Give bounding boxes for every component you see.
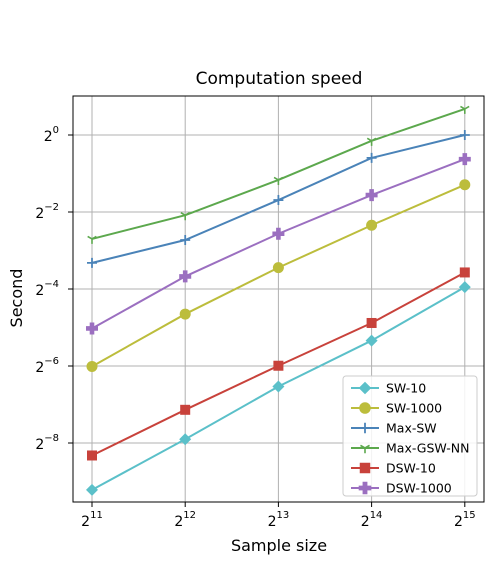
legend-item: SW-10 [351, 381, 426, 396]
data-point [459, 179, 471, 191]
x-tick-label: 212 [174, 510, 196, 530]
legend: SW-10 SW-1000 Max-SW Max-GSW-NN DSW-10 DSW-10… [342, 375, 478, 497]
series [86, 281, 471, 496]
legend-item: Max-GSW-NN [351, 441, 470, 456]
legend-item: SW-1000 [351, 401, 442, 416]
x-axis-label: Sample size [231, 536, 327, 555]
y-tick-label: 20 [44, 125, 59, 145]
data-point [359, 422, 371, 434]
data-point [359, 462, 371, 474]
series [87, 267, 470, 461]
data-point [458, 281, 471, 294]
legend-box [342, 375, 478, 497]
x-tick-label: 214 [361, 510, 383, 530]
chart-title: Computation speed [196, 69, 363, 89]
y-tick-label: 2−6 [35, 356, 59, 376]
x-tick-label: 213 [268, 510, 290, 530]
data-point [365, 189, 378, 202]
legend-item: Max-SW [351, 421, 437, 436]
y-tick-label: 2−4 [35, 279, 59, 299]
data-point [365, 334, 378, 347]
data-point [272, 380, 285, 393]
data-point [460, 105, 470, 114]
data-point [366, 317, 377, 328]
data-point [359, 402, 371, 414]
data-point [179, 308, 191, 320]
x-axis: 211 212 213 214 215 [81, 502, 476, 530]
data-point [179, 270, 192, 283]
legend-label: Max-GSW-NN [386, 441, 470, 456]
data-point [366, 152, 377, 163]
data-point [180, 235, 191, 246]
data-point [459, 267, 470, 278]
series [87, 105, 470, 244]
data-point [86, 360, 98, 372]
y-axis: 20 2−2 2−4 2−6 2−8 [35, 125, 73, 453]
data-point [180, 212, 190, 221]
data-point [87, 257, 97, 268]
data-point [87, 235, 97, 244]
data-point [358, 381, 372, 395]
data-point [87, 450, 97, 461]
data-point [459, 130, 470, 140]
y-tick-label: 2−8 [35, 433, 59, 453]
data-point [458, 153, 471, 166]
x-tick-label: 215 [454, 510, 476, 530]
data-point [179, 433, 192, 446]
data-point [360, 444, 370, 454]
legend-label: DSW-10 [386, 461, 436, 476]
legend-label: Max-SW [386, 421, 437, 436]
data-point [273, 360, 284, 371]
series-layer [86, 105, 471, 496]
data-point [273, 176, 284, 185]
data-point [272, 262, 284, 274]
x-tick-label: 211 [81, 510, 103, 530]
data-point [86, 483, 98, 496]
legend-item: DSW-10 [351, 461, 436, 476]
series [86, 153, 471, 335]
data-point [358, 481, 372, 495]
y-tick-label: 2−2 [35, 202, 59, 222]
data-point [180, 404, 191, 415]
data-point [366, 219, 378, 231]
data-point [366, 137, 377, 146]
series [87, 130, 470, 268]
legend-label: SW-1000 [386, 401, 442, 416]
series [86, 179, 471, 372]
data-point [273, 195, 284, 206]
legend-item: DSW-1000 [351, 481, 452, 496]
data-point [86, 322, 98, 335]
legend-label: DSW-1000 [386, 481, 452, 496]
y-axis-label: Second [7, 269, 26, 328]
data-point [272, 227, 285, 240]
legend-label: SW-10 [386, 381, 426, 396]
